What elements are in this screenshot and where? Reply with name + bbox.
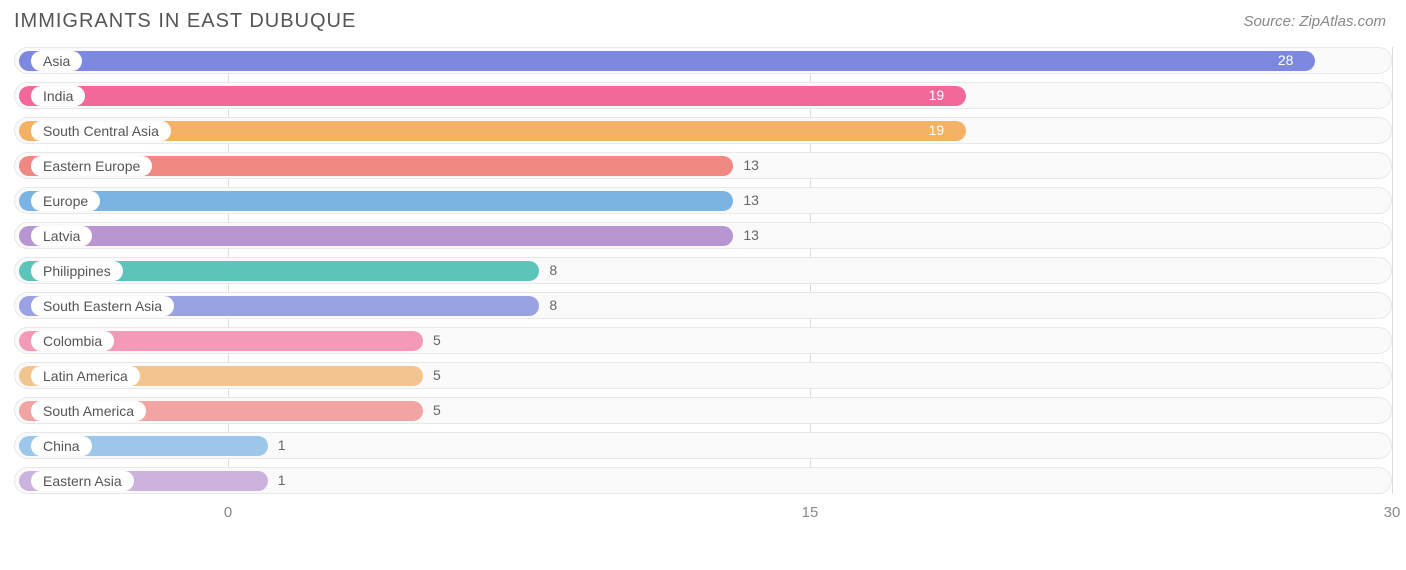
bar-row: South Eastern Asia 8 xyxy=(14,292,1392,319)
value-label: 28 xyxy=(1278,52,1294,68)
category-label: South Central Asia xyxy=(31,121,171,141)
bar-row: Eastern Asia 1 xyxy=(14,467,1392,494)
category-label: China xyxy=(31,436,92,456)
category-label: Latvia xyxy=(31,226,92,246)
value-label: 8 xyxy=(549,297,557,313)
bar-row: Philippines 8 xyxy=(14,257,1392,284)
value-label: 13 xyxy=(743,157,759,173)
value-label: 1 xyxy=(278,472,286,488)
bar-row: India 19 xyxy=(14,82,1392,109)
gridline xyxy=(1392,47,1393,494)
chart-title: IMMIGRANTS IN EAST DUBUQUE xyxy=(14,10,356,33)
chart-area: Asia 28 India 19 South Central Asia 19 Eastern… xyxy=(0,39,1406,528)
bar xyxy=(19,86,966,106)
bar-row: Latin America 5 xyxy=(14,362,1392,389)
category-label: South Eastern Asia xyxy=(31,296,174,316)
bar-row: Colombia 5 xyxy=(14,327,1392,354)
bar-row: Eastern Europe 13 xyxy=(14,152,1392,179)
x-tick-label: 15 xyxy=(802,504,819,521)
value-label: 8 xyxy=(549,262,557,278)
category-label: India xyxy=(31,86,85,106)
category-label: Asia xyxy=(31,51,82,71)
bar-row: Asia 28 xyxy=(14,47,1392,74)
value-label: 1 xyxy=(278,437,286,453)
value-label: 13 xyxy=(743,227,759,243)
category-label: Philippines xyxy=(31,261,123,281)
bar xyxy=(19,191,733,211)
bar-row: South Central Asia 19 xyxy=(14,117,1392,144)
category-label: Eastern Asia xyxy=(31,471,134,491)
category-label: Latin America xyxy=(31,366,140,386)
value-label: 5 xyxy=(433,402,441,418)
value-label: 5 xyxy=(433,332,441,348)
bar-row: China 1 xyxy=(14,432,1392,459)
bar-row: Latvia 13 xyxy=(14,222,1392,249)
bar xyxy=(19,51,1315,71)
value-label: 19 xyxy=(929,87,945,103)
x-tick-label: 30 xyxy=(1384,504,1401,521)
bar xyxy=(19,226,733,246)
value-label: 19 xyxy=(929,122,945,138)
chart-header: IMMIGRANTS IN EAST DUBUQUE Source: ZipAt… xyxy=(0,0,1406,39)
chart-rows: Asia 28 India 19 South Central Asia 19 Eastern… xyxy=(14,47,1392,494)
bar-row: South America 5 xyxy=(14,397,1392,424)
chart-source: Source: ZipAtlas.com xyxy=(1243,13,1386,30)
category-label: Colombia xyxy=(31,331,114,351)
x-axis: 01530 xyxy=(14,498,1392,528)
x-tick-label: 0 xyxy=(224,504,232,521)
bar-row: Europe 13 xyxy=(14,187,1392,214)
category-label: Eastern Europe xyxy=(31,156,152,176)
category-label: South America xyxy=(31,401,146,421)
value-label: 5 xyxy=(433,367,441,383)
value-label: 13 xyxy=(743,192,759,208)
category-label: Europe xyxy=(31,191,100,211)
